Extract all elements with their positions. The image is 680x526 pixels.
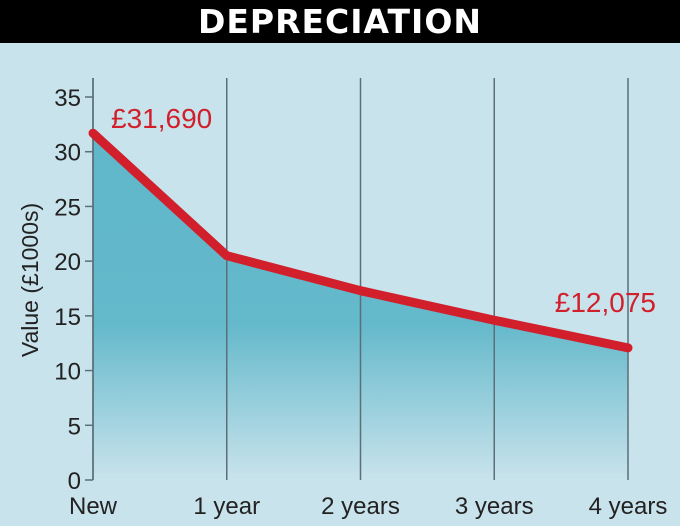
x-tick-label: 4 years xyxy=(589,493,668,520)
y-tick-label: 35 xyxy=(54,85,81,112)
chart-title: DEPRECIATION xyxy=(197,2,482,41)
y-tick-label: 20 xyxy=(54,249,81,276)
value-annotation: £12,075 xyxy=(555,287,656,318)
value-annotation: £31,690 xyxy=(111,103,212,134)
title-bar: DEPRECIATION xyxy=(0,0,680,43)
y-tick-label: 5 xyxy=(68,413,81,440)
x-tick-label: 2 years xyxy=(321,493,400,520)
x-tick-label: New xyxy=(69,493,118,520)
x-tick-label: 1 year xyxy=(193,493,260,520)
y-axis-label: Value (£1000s) xyxy=(17,203,43,357)
y-tick-label: 25 xyxy=(54,194,81,221)
y-tick-label: 30 xyxy=(54,140,81,167)
x-tick-label: 3 years xyxy=(455,493,534,520)
y-tick-label: 15 xyxy=(54,304,81,331)
y-tick-label: 0 xyxy=(68,468,81,495)
y-tick-label: 10 xyxy=(54,359,81,386)
